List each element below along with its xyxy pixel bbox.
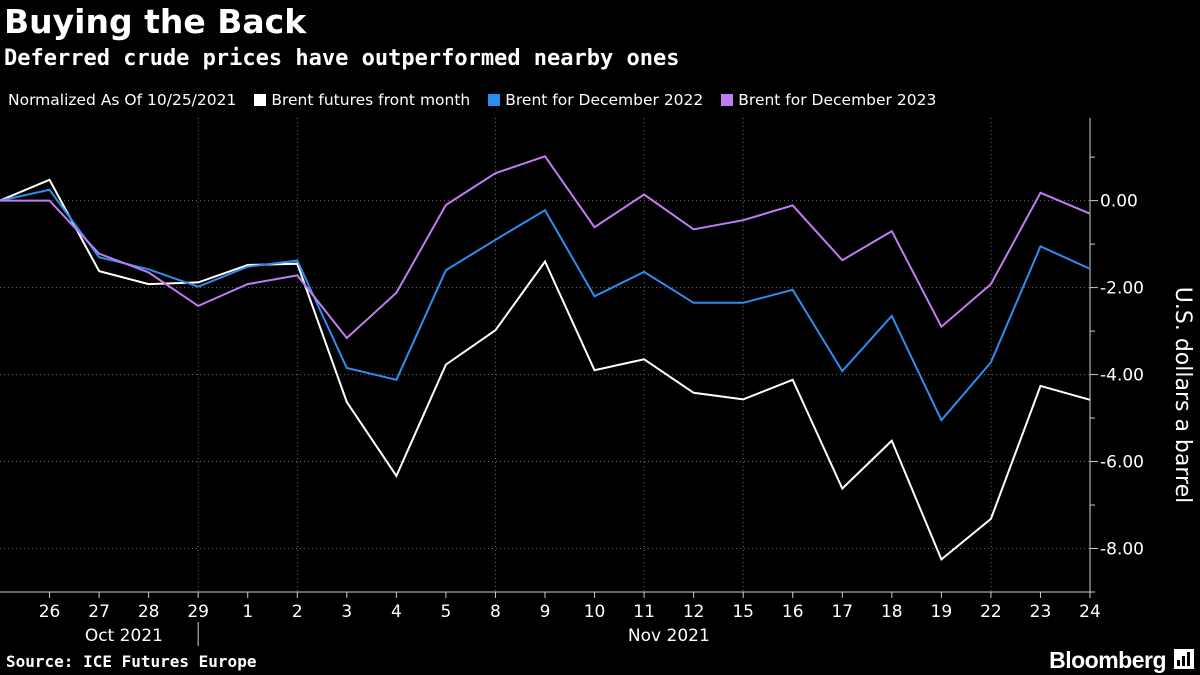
y-tick-label: -2.00 (1100, 279, 1144, 299)
source-note: Source: ICE Futures Europe (6, 652, 257, 671)
series-line-1 (0, 178, 1091, 562)
x-tick-label: 22 (980, 602, 1002, 622)
x-tick-label: 5 (440, 602, 451, 622)
legend-note: Normalized As Of 10/25/2021 (8, 91, 236, 109)
legend-item-dec-2022: Brent for December 2022 (488, 91, 703, 109)
x-tick-label: 3 (341, 602, 352, 622)
legend-item-front-month: Brent futures front month (254, 91, 470, 109)
x-tick-label: 29 (187, 602, 209, 622)
x-tick-label: 10 (584, 602, 606, 622)
x-tick-label: 19 (931, 602, 953, 622)
x-tick-label: 4 (391, 602, 402, 622)
x-tick-label: 8 (490, 602, 501, 622)
chart-title: Buying the Back (4, 2, 307, 41)
x-tick-label: 23 (1030, 602, 1052, 622)
x-tick-label: 18 (881, 602, 903, 622)
legend-label-dec-2023: Brent for December 2023 (738, 91, 937, 109)
x-tick-label: 26 (39, 602, 61, 622)
y-axis-title: U.S. dollars a barrel (1170, 287, 1195, 503)
x-tick-label: 9 (540, 602, 551, 622)
x-tick-label: 16 (782, 602, 804, 622)
legend-label-dec-2022: Brent for December 2022 (505, 91, 704, 109)
x-tick-label: 12 (683, 602, 705, 622)
bloomberg-logo: Bloomberg (1049, 647, 1166, 673)
y-tick-label: -8.00 (1100, 540, 1144, 560)
x-tick-label: 2 (292, 602, 303, 622)
x-group-label: Oct 2021 (85, 626, 163, 646)
legend-swatch-dec-2022 (488, 94, 501, 106)
legend-note-label: Normalized As Of 10/25/2021 (8, 91, 237, 109)
x-tick-label: 11 (633, 602, 655, 622)
x-tick-label: 27 (88, 602, 110, 622)
x-group-label: Nov 2021 (628, 626, 710, 646)
x-tick-label: 1 (242, 602, 253, 622)
bloomberg-bars-icon (1174, 649, 1194, 669)
x-tick-label: 28 (138, 602, 160, 622)
legend-item-dec-2023: Brent for December 2023 (721, 91, 936, 109)
legend-label-front-month: Brent futures front month (271, 91, 471, 109)
series-line-2 (0, 188, 1091, 423)
x-tick-label: 17 (831, 602, 853, 622)
y-tick-label: -4.00 (1100, 366, 1144, 386)
series-line-3 (0, 155, 1091, 340)
y-tick-label: -6.00 (1100, 453, 1144, 473)
x-tick-label: 24 (1079, 602, 1101, 622)
legend-swatch-dec-2023 (721, 94, 734, 106)
y-tick-label: 0.00 (1100, 192, 1138, 212)
x-tick-label: 15 (732, 602, 754, 622)
chart-subtitle: Deferred crude prices have outperformed … (4, 46, 680, 71)
legend: Normalized As Of 10/25/2021 Brent future… (8, 91, 954, 109)
legend-swatch-front-month (254, 94, 267, 106)
